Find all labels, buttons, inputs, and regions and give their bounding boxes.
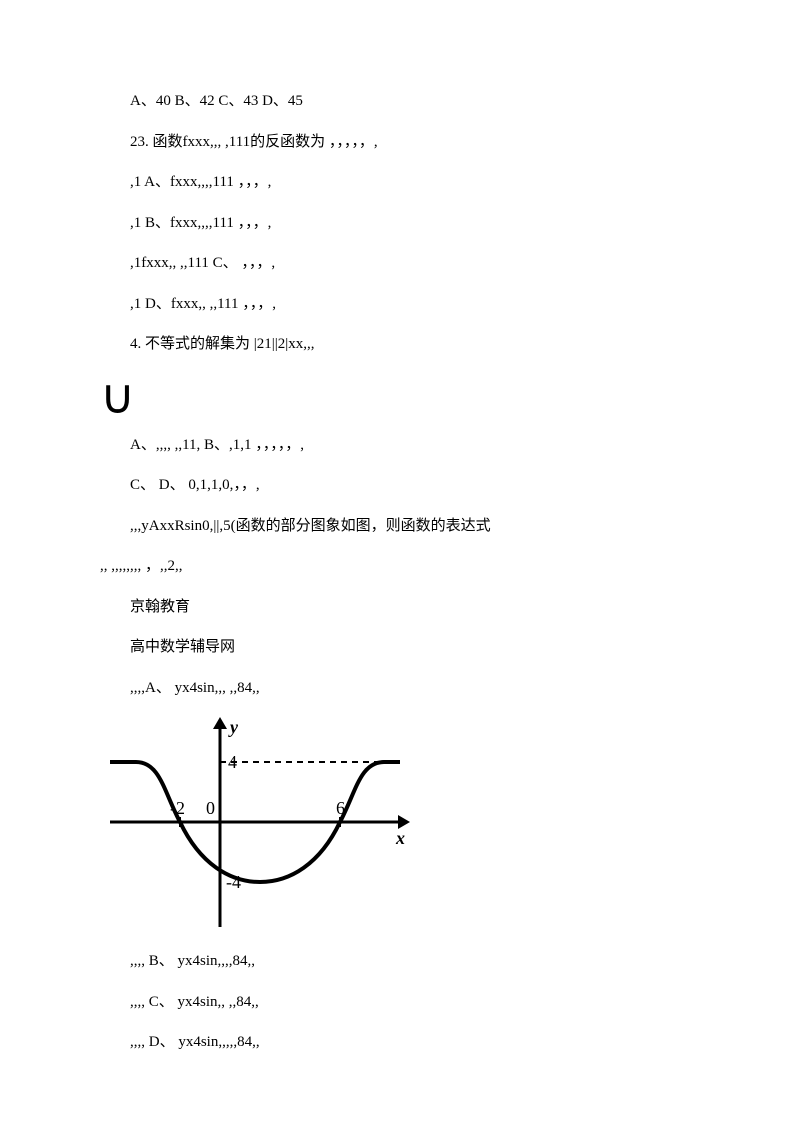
q5-option-b: ,,,, B、 yx4sin,,,,84,,	[100, 950, 740, 973]
svg-text:x: x	[395, 828, 405, 848]
brand-text-2: 高中数学辅导网	[100, 636, 740, 659]
question-5-stem-2: ,, ,,,,,,,, ，,,2,,	[100, 555, 740, 578]
svg-text:0: 0	[206, 798, 215, 818]
q23-option-a: ,1 A、fxxx,,,,111 ，，，,	[100, 171, 740, 194]
q23-option-d: ,1 D、fxxx,, ,,111 ，，，,	[100, 293, 740, 316]
svg-text:y: y	[228, 717, 239, 737]
answer-options-q22: A、40 B、42 C、43 D、45	[100, 90, 740, 113]
q5-option-d: ,,,, D、 yx4sin,,,,,84,,	[100, 1031, 740, 1054]
svg-text:-2: -2	[170, 798, 185, 818]
question-4-stem: 4. 不等式的解集为 |21||2|xx,,,	[100, 333, 740, 356]
union-set-symbol: ∪	[100, 374, 740, 422]
question-5-stem-1: ,,,yAxxRsin0,||,5(函数的部分图象如图，则函数的表达式	[100, 515, 740, 538]
question-23-stem: 23. 函数fxxx,,, ,111的反函数为 ，，，，，,	[100, 131, 740, 154]
q23-option-c: ,1fxxx,, ,,111 C、 ，，，,	[100, 252, 740, 275]
q4-options-ab: A、,,,, ,,11, B、,1,1 ，，，，，,	[100, 434, 740, 457]
svg-text:6: 6	[336, 798, 345, 818]
svg-text:4: 4	[228, 752, 237, 772]
sine-graph: y x 4 -4 -2 0 6	[110, 717, 740, 932]
q5-option-a: ,,,,A、 yx4sin,,, ,,84,,	[100, 677, 740, 700]
q23-option-b: ,1 B、fxxx,,,,111 ，，，,	[100, 212, 740, 235]
q5-option-c: ,,,, C、 yx4sin,, ,,84,,	[100, 991, 740, 1014]
document-page: A、40 B、42 C、43 D、45 23. 函数fxxx,,, ,111的反…	[0, 0, 800, 1122]
svg-text:-4: -4	[226, 872, 241, 892]
q4-options-cd: C、 D、 0,1,1,0,，，,	[100, 474, 740, 497]
sine-graph-svg: y x 4 -4 -2 0 6	[110, 717, 410, 927]
brand-text-1: 京翰教育	[100, 596, 740, 619]
